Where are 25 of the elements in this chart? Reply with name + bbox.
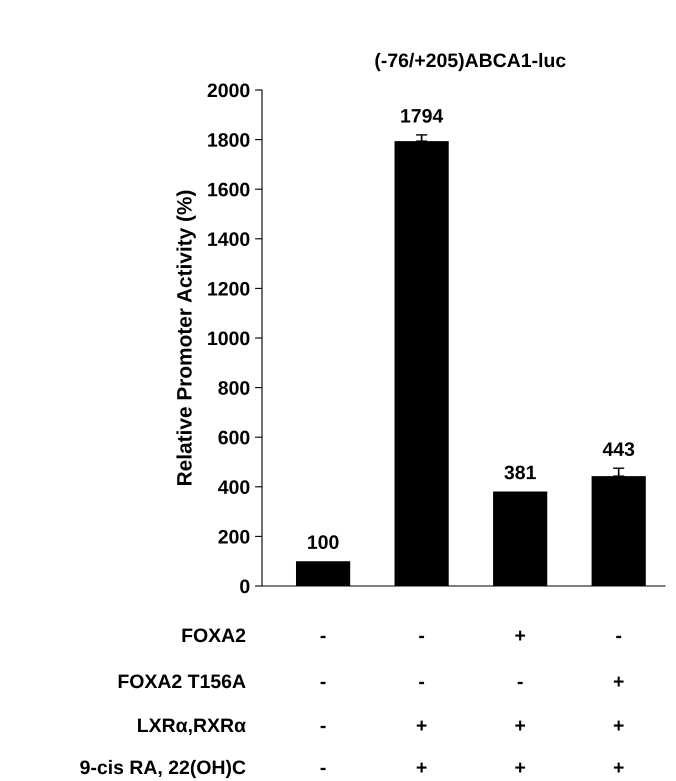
y-tick-label: 2000	[208, 83, 250, 98]
text: FOXA2	[182, 628, 246, 642]
y-axis-title: Relative Promoter Activity (%)	[176, 190, 196, 485]
y-tick-label: 0	[240, 579, 250, 594]
category-label: - - + +	[416, 636, 427, 772]
text: 9-cis RA, 22(OH)C	[80, 760, 246, 778]
category-label: + - + +	[515, 630, 526, 772]
category-label: - + + +	[614, 636, 624, 772]
y-tick-label: 800	[218, 381, 250, 395]
data-label: 381	[504, 466, 536, 480]
category-label: - - - -	[320, 636, 326, 770]
y-tick-label: 1600	[208, 182, 250, 196]
text: FOXA2 T156A	[118, 674, 246, 688]
y-tick-label: 600	[218, 430, 250, 444]
y-tick-label: 400	[218, 480, 250, 494]
data-label: 443	[602, 442, 634, 456]
y-tick-label: 1400	[208, 232, 250, 246]
y-tick-label: 200	[218, 530, 250, 544]
data-label: 100	[308, 535, 339, 550]
y-tick-label: 1200	[208, 282, 250, 296]
y-tick-label: 1000	[208, 331, 250, 346]
data-label: 1794	[401, 108, 444, 123]
y-tick-label: 1800	[208, 133, 250, 147]
chart-title: (-76/+205)ABCA1-luc	[375, 52, 566, 72]
text: LXRα,RXRα	[138, 718, 246, 736]
